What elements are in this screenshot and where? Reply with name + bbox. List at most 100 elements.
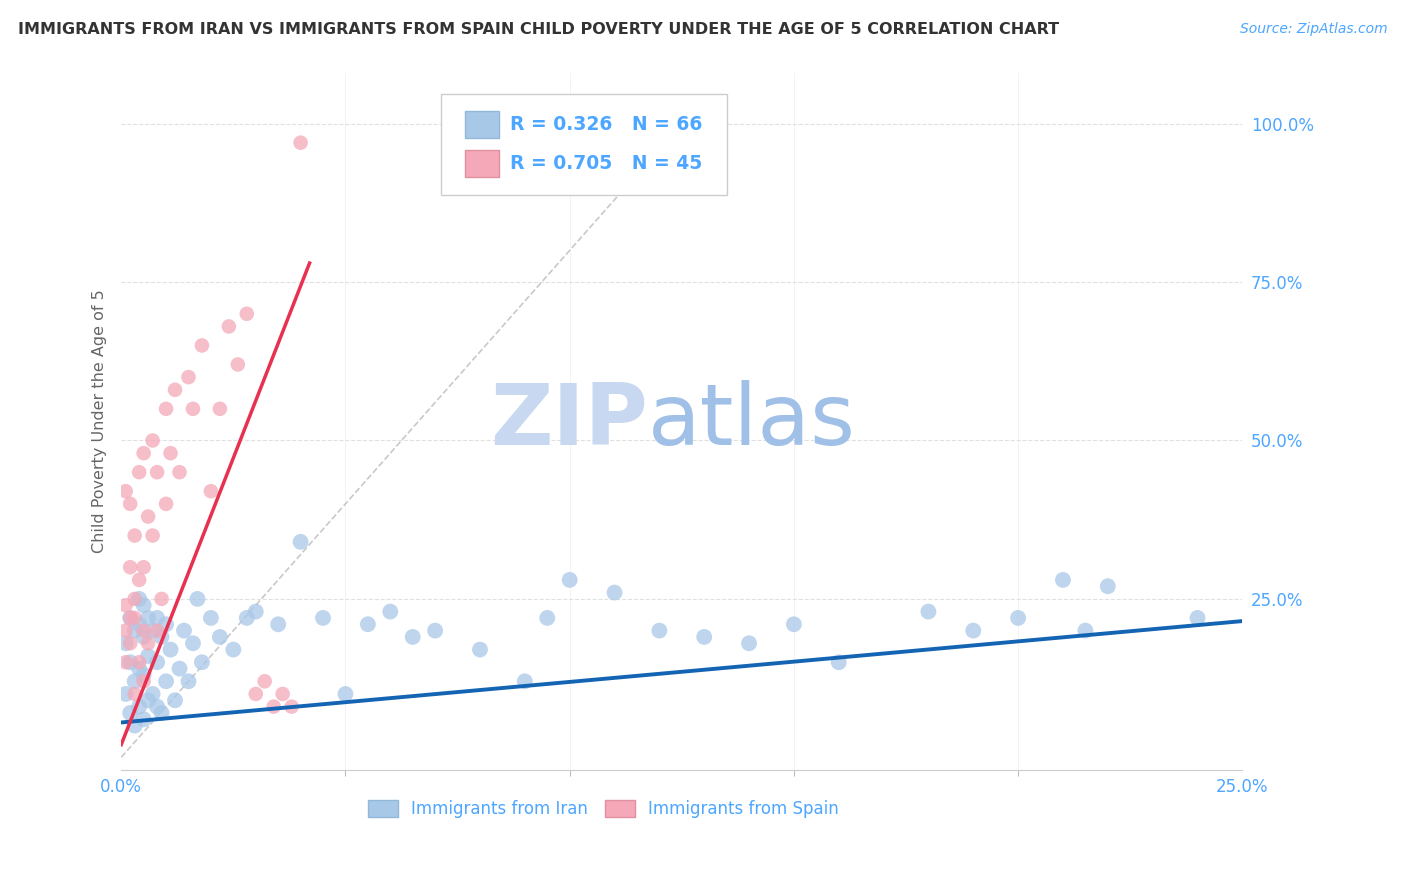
Point (124, 674, 146, 689)
Point (603, 585, 626, 599)
Point (1074, 624, 1097, 638)
Point (226, 358, 249, 372)
Point (181, 636, 204, 650)
Point (146, 624, 169, 638)
Text: R = 0.326   N = 66: R = 0.326 N = 66 (510, 115, 703, 134)
Point (114, 655, 136, 669)
Point (169, 465, 191, 479)
FancyBboxPatch shape (440, 94, 727, 195)
Point (208, 630, 231, 644)
Point (693, 630, 716, 644)
Point (120, 611, 142, 625)
Point (150, 591, 173, 606)
Point (146, 699, 169, 714)
Point (136, 611, 159, 625)
Point (128, 591, 150, 606)
Point (128, 699, 150, 714)
Point (132, 560, 155, 574)
Point (128, 662, 150, 676)
Point (558, 573, 581, 587)
Point (132, 668, 155, 682)
Point (146, 465, 169, 479)
Point (146, 611, 169, 625)
Text: Source: ZipAtlas.com: Source: ZipAtlas.com (1240, 22, 1388, 37)
Text: R = 0.705   N = 45: R = 0.705 N = 45 (510, 154, 703, 173)
Point (200, 484, 222, 499)
Point (114, 484, 136, 499)
Point (124, 719, 146, 733)
Point (136, 693, 159, 707)
Point (1052, 573, 1074, 587)
Point (380, 605, 402, 619)
Point (357, 617, 380, 632)
Point (142, 434, 165, 448)
Point (1007, 611, 1029, 625)
Point (271, 687, 294, 701)
Point (208, 401, 231, 416)
Point (245, 687, 267, 701)
Y-axis label: Child Poverty Under the Age of 5: Child Poverty Under the Age of 5 (93, 290, 107, 553)
Point (142, 528, 165, 542)
Point (136, 636, 159, 650)
Point (132, 630, 155, 644)
Point (128, 617, 150, 632)
Point (120, 497, 142, 511)
Point (114, 636, 136, 650)
Point (200, 611, 222, 625)
Point (236, 611, 259, 625)
Bar (465, 151, 499, 177)
Point (1187, 611, 1209, 625)
Point (114, 687, 136, 701)
Point (263, 699, 285, 714)
Point (155, 674, 177, 689)
Point (155, 497, 177, 511)
Point (962, 624, 984, 638)
Point (222, 642, 245, 657)
Legend: Immigrants from Iran, Immigrants from Spain: Immigrants from Iran, Immigrants from Sp… (361, 793, 845, 824)
Point (114, 624, 136, 638)
Point (142, 624, 165, 638)
Point (177, 370, 200, 384)
Point (159, 446, 181, 460)
Point (132, 712, 155, 726)
Point (1097, 579, 1119, 593)
Point (738, 636, 761, 650)
Point (124, 591, 146, 606)
Point (245, 605, 267, 619)
Point (280, 699, 302, 714)
Point (124, 687, 146, 701)
Point (267, 617, 290, 632)
Point (132, 674, 155, 689)
Point (163, 383, 186, 397)
Point (513, 674, 536, 689)
Point (120, 611, 142, 625)
Point (120, 655, 142, 669)
Point (128, 655, 150, 669)
Text: IMMIGRANTS FROM IRAN VS IMMIGRANTS FROM SPAIN CHILD POVERTY UNDER THE AGE OF 5 C: IMMIGRANTS FROM IRAN VS IMMIGRANTS FROM … (18, 22, 1059, 37)
Point (124, 611, 146, 625)
Point (335, 687, 357, 701)
Text: atlas: atlas (648, 380, 856, 463)
Point (290, 534, 312, 549)
Point (828, 655, 851, 669)
Point (312, 611, 335, 625)
Point (159, 642, 181, 657)
Point (150, 706, 173, 720)
Text: ZIP: ZIP (491, 380, 648, 463)
Point (128, 573, 150, 587)
Point (191, 655, 214, 669)
Point (146, 655, 169, 669)
Point (120, 636, 142, 650)
Point (136, 648, 159, 663)
Point (423, 624, 446, 638)
Point (169, 662, 191, 676)
Point (120, 560, 142, 574)
Point (536, 611, 558, 625)
Point (132, 624, 155, 638)
Point (236, 307, 259, 321)
Point (177, 674, 200, 689)
Point (163, 693, 186, 707)
Point (290, 136, 312, 150)
Point (648, 624, 671, 638)
Bar (465, 112, 499, 137)
